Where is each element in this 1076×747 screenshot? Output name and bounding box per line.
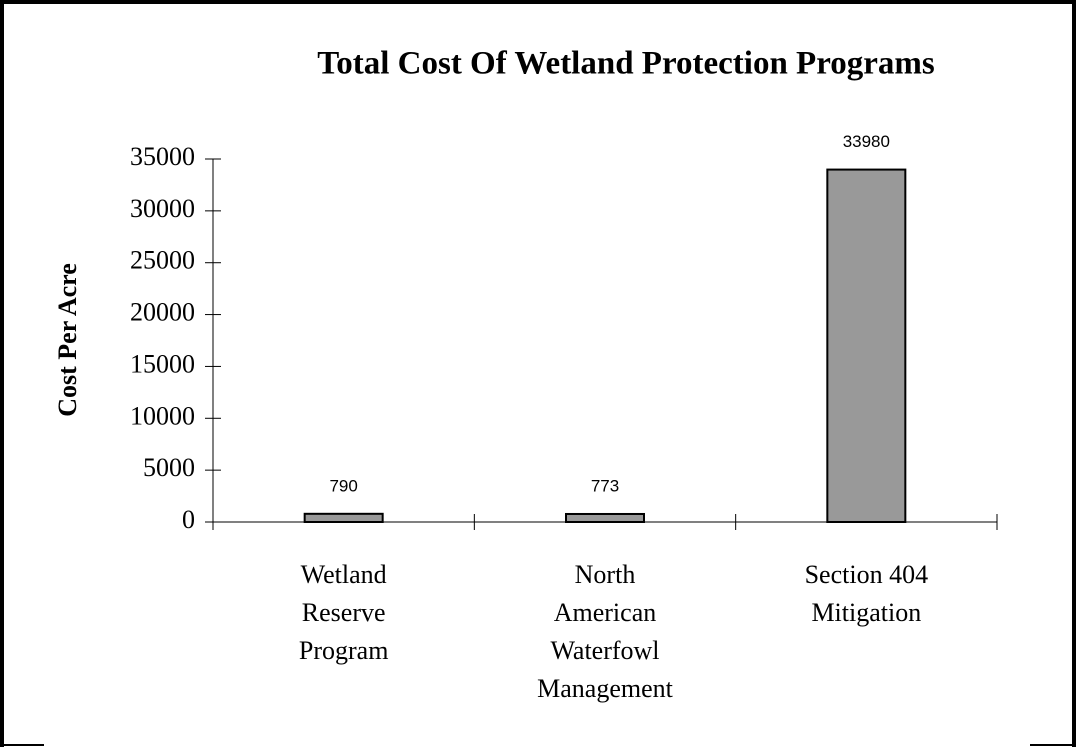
y-tick-label: 35000	[130, 142, 195, 171]
y-tick-label: 30000	[130, 194, 195, 223]
value-label: 33980	[843, 132, 890, 151]
bar	[826, 168, 907, 523]
y-tick-label: 25000	[130, 246, 195, 275]
y-tick-label: 15000	[130, 349, 195, 378]
value-label: 773	[591, 476, 619, 495]
value-label: 790	[329, 476, 357, 495]
x-tick-label: Section 404 Mitigation	[804, 560, 929, 627]
x-tick-label: Wetland Reserve Program	[298, 560, 389, 665]
y-tick-label: 20000	[130, 298, 195, 327]
bar	[565, 512, 645, 524]
bar	[303, 512, 384, 524]
y-tick-label: 10000	[130, 401, 195, 430]
y-tick-label: 5000	[143, 453, 195, 482]
y-axis-title: Cost Per Acre	[53, 263, 82, 417]
y-tick-label: 0	[182, 505, 195, 534]
x-tick-label: North American Waterfowl Management	[537, 560, 673, 703]
chart-title: Total Cost Of Wetland Protection Program…	[317, 46, 935, 82]
